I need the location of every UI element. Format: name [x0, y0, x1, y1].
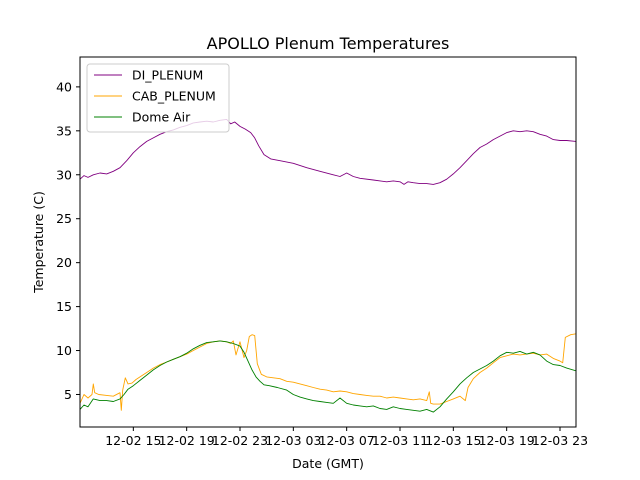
legend: DI_PLENUM CAB_PLENUM Dome Air	[86, 63, 230, 133]
y-tick-label: 5	[64, 387, 72, 402]
x-tick-label: 12-02 15	[105, 433, 161, 448]
legend-label: Dome Air	[132, 110, 191, 125]
y-tick-label: 20	[56, 255, 72, 270]
x-tick-label: 12-02 19	[159, 433, 215, 448]
y-tick-label: 25	[56, 211, 72, 226]
y-tick-label: 35	[56, 123, 72, 138]
x-tick-label: 12-03 07	[319, 433, 375, 448]
legend-label: CAB_PLENUM	[132, 89, 216, 104]
x-tick-label: 12-03 03	[265, 433, 321, 448]
series-line-cab-plenum	[80, 333, 576, 411]
x-axis-label: Date (GMT)	[292, 456, 364, 471]
series-line-di-plenum	[80, 118, 576, 185]
series-line-dome-air	[80, 340, 576, 413]
y-tick-label: 40	[56, 79, 72, 94]
legend-box	[86, 63, 230, 133]
x-tick-label: 12-03 23	[532, 433, 588, 448]
y-tick-label: 15	[56, 299, 72, 314]
series-layer	[80, 118, 576, 413]
y-tick-label: 30	[56, 167, 72, 182]
x-tick-label: 12-03 15	[425, 433, 481, 448]
x-tick-label: 12-02 23	[212, 433, 268, 448]
y-axis: 5 10 15 20 25 30 35 40	[56, 79, 80, 402]
plot-frame	[79, 56, 577, 428]
y-axis-label: Temperature (C)	[31, 191, 46, 294]
x-tick-label: 12-03 11	[372, 433, 428, 448]
y-tick-label: 10	[56, 343, 72, 358]
chart-title: APOLLO Plenum Temperatures	[207, 34, 450, 53]
x-tick-label: 12-03 19	[479, 433, 535, 448]
legend-label: DI_PLENUM	[132, 68, 203, 83]
